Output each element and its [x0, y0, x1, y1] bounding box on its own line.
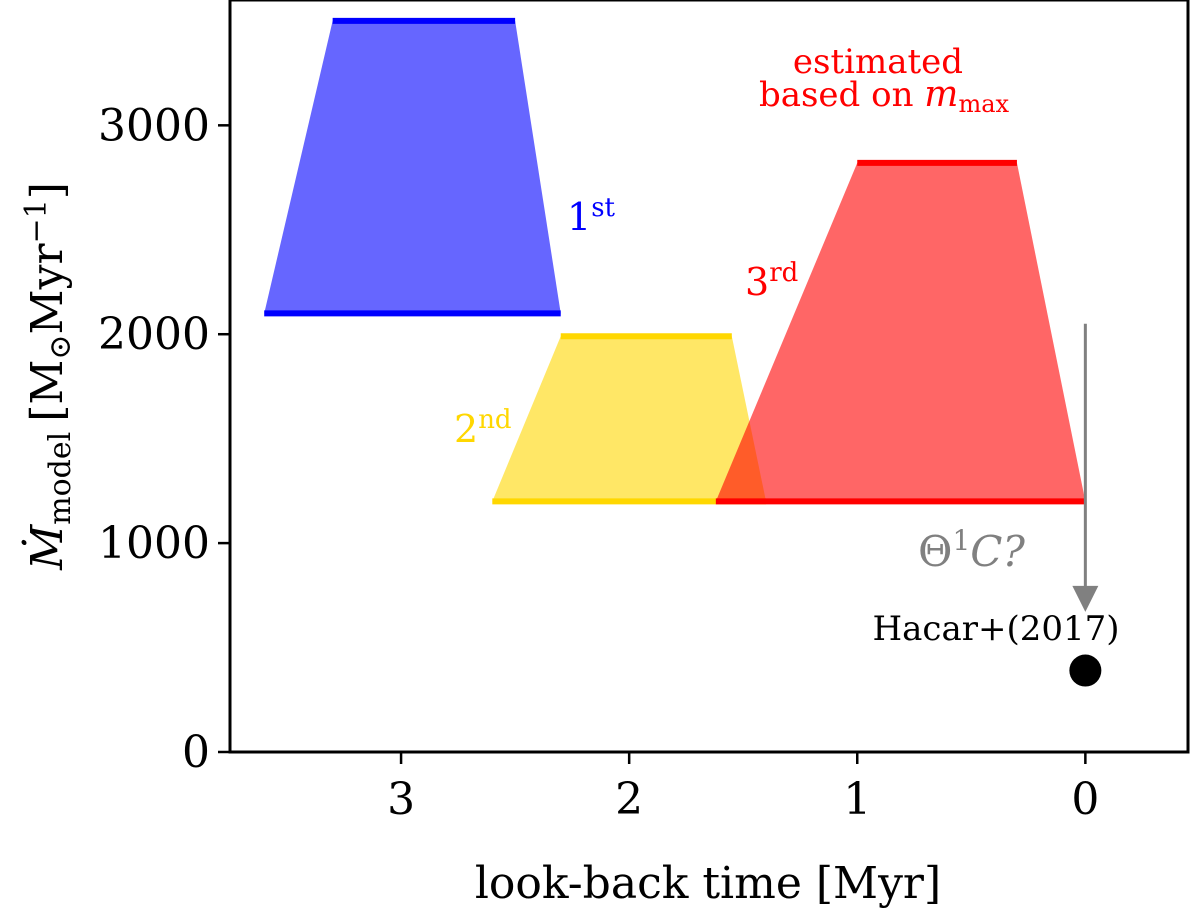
- x-tick-label: 2: [615, 774, 643, 825]
- observation-point: [1069, 654, 1102, 687]
- y-tick-label: 1000: [98, 518, 210, 569]
- x-tick-label: 3: [387, 774, 415, 825]
- observation-label: Hacar+(2017): [872, 609, 1119, 649]
- x-tick-label: 0: [1071, 774, 1099, 825]
- estimated-label-line1: estimated: [793, 42, 963, 82]
- theta1c-arrow-head: [1072, 585, 1099, 612]
- series-label-1st: 1st: [567, 193, 616, 239]
- y-axis-title: Ṁmodel[M⊙Myr−1]: [19, 182, 78, 571]
- x-axis-title: look-back time [Myr]: [475, 858, 941, 909]
- x-tick-label: 1: [843, 774, 871, 825]
- area-1st: [264, 20, 561, 314]
- series-label-2nd: 2nd: [454, 405, 512, 451]
- annotations: [1069, 323, 1102, 687]
- y-tick-label: 0: [182, 727, 210, 778]
- series-label-3rd: 3rd: [745, 258, 798, 304]
- area-3rd: [715, 162, 1086, 502]
- axis-ticks: 3 2 1 0 0 1000 2000 3000: [98, 100, 1099, 825]
- y-tick-label: 2000: [98, 309, 210, 360]
- area-2nd: [492, 336, 767, 502]
- theta1c-label: Θ1C?: [918, 524, 1025, 576]
- y-tick-label: 3000: [98, 100, 210, 151]
- series-areas: [264, 17, 1086, 505]
- plot-frame: [228, 0, 1190, 754]
- estimated-label-line2: based on mmax: [759, 74, 1010, 118]
